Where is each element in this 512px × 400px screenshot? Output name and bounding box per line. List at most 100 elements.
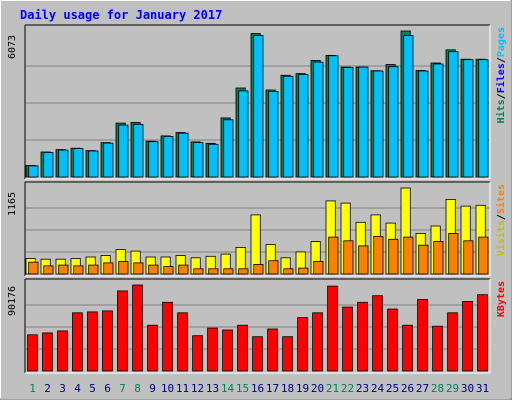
bar-sites-day-12 bbox=[193, 268, 204, 275]
series-label-pages: Pages bbox=[496, 27, 507, 57]
bar-files-day-12 bbox=[193, 142, 204, 178]
bar-sites-day-21 bbox=[328, 236, 339, 275]
bar-kbytes-day-18 bbox=[282, 336, 293, 372]
bar-files-day-23 bbox=[358, 66, 369, 178]
bar-kbytes-day-26 bbox=[402, 324, 413, 372]
bar-kbytes-day-21 bbox=[327, 285, 338, 372]
x-tick-label-1: 1 bbox=[29, 382, 36, 395]
bar-sites-day-31 bbox=[478, 236, 489, 275]
series-label-visits: Visits bbox=[495, 220, 507, 256]
x-tick-label-11: 11 bbox=[176, 382, 189, 395]
bar-sites-day-1 bbox=[28, 261, 39, 275]
x-tick-label-15: 15 bbox=[236, 382, 249, 395]
bar-kbytes-day-15 bbox=[237, 324, 248, 372]
bar-sites-day-16 bbox=[253, 263, 264, 275]
bar-kbytes-day-27 bbox=[417, 299, 428, 372]
bar-sites-day-26 bbox=[403, 236, 414, 275]
x-tick-label-2: 2 bbox=[44, 382, 51, 395]
bar-files-day-18 bbox=[283, 75, 294, 178]
x-tick-label-19: 19 bbox=[296, 382, 309, 395]
x-tick-label-14: 14 bbox=[221, 382, 235, 395]
x-tick-label-22: 22 bbox=[341, 382, 354, 395]
bar-files-day-8 bbox=[133, 124, 144, 178]
bar-sites-day-29 bbox=[448, 232, 459, 275]
bar-kbytes-day-13 bbox=[207, 327, 218, 372]
bar-kbytes-day-29 bbox=[447, 312, 458, 372]
bar-kbytes-day-23 bbox=[357, 301, 368, 372]
bar-files-day-31 bbox=[478, 59, 489, 178]
bar-files-day-5 bbox=[88, 150, 99, 178]
bar-sites-day-8 bbox=[133, 262, 144, 275]
bar-sites-day-6 bbox=[103, 262, 114, 275]
bar-sites-day-27 bbox=[418, 244, 429, 275]
bar-files-day-19 bbox=[298, 74, 309, 178]
bar-kbytes-day-24 bbox=[372, 295, 383, 372]
x-tick-label-23: 23 bbox=[356, 382, 369, 395]
x-tick-label-24: 24 bbox=[371, 382, 385, 395]
series-label-separator: / bbox=[496, 57, 507, 63]
bar-sites-day-7 bbox=[118, 261, 129, 275]
x-tick-label-3: 3 bbox=[59, 382, 66, 395]
bar-sites-day-10 bbox=[163, 266, 174, 275]
series-axis-label: KBytes bbox=[496, 281, 507, 317]
bar-kbytes-day-8 bbox=[132, 284, 143, 372]
bar-sites-day-15 bbox=[238, 268, 249, 275]
bar-files-day-22 bbox=[343, 67, 354, 178]
x-tick-label-16: 16 bbox=[251, 382, 264, 395]
x-tick-label-12: 12 bbox=[191, 382, 204, 395]
bar-files-day-27 bbox=[418, 70, 429, 178]
y-max-label: 90176 bbox=[7, 286, 18, 316]
bar-files-day-15 bbox=[238, 90, 249, 178]
bar-files-day-30 bbox=[463, 59, 474, 178]
bar-kbytes-day-28 bbox=[432, 325, 443, 372]
x-tick-label-18: 18 bbox=[281, 382, 294, 395]
bar-sites-day-5 bbox=[88, 264, 99, 275]
bar-kbytes-day-20 bbox=[312, 312, 323, 372]
bar-sites-day-20 bbox=[313, 261, 324, 275]
bar-sites-day-28 bbox=[433, 241, 444, 275]
bar-kbytes-day-19 bbox=[297, 317, 308, 372]
bar-files-day-28 bbox=[433, 63, 444, 178]
bar-sites-day-14 bbox=[223, 268, 234, 275]
x-tick-label-20: 20 bbox=[311, 382, 324, 395]
x-tick-label-8: 8 bbox=[134, 382, 141, 395]
series-label-kbytes: KBytes bbox=[496, 281, 507, 317]
panel-middle: 1165 Visits/Sites bbox=[7, 181, 507, 277]
bar-kbytes-day-25 bbox=[387, 308, 398, 372]
bar-kbytes-day-9 bbox=[147, 324, 158, 372]
bar-kbytes-day-14 bbox=[222, 329, 233, 372]
bar-sites-day-30 bbox=[463, 240, 474, 275]
bar-files-day-7 bbox=[118, 124, 129, 178]
bar-sites-day-3 bbox=[58, 264, 69, 275]
x-tick-label-28: 28 bbox=[431, 382, 444, 395]
bar-files-day-2 bbox=[43, 152, 54, 178]
bar-kbytes-day-3 bbox=[57, 330, 68, 372]
bar-files-day-3 bbox=[58, 149, 69, 178]
bar-files-day-10 bbox=[163, 135, 174, 178]
bar-sites-day-13 bbox=[208, 268, 219, 275]
x-tick-label-4: 4 bbox=[74, 382, 81, 395]
bar-files-day-6 bbox=[103, 142, 114, 178]
bar-files-day-4 bbox=[73, 148, 84, 178]
bar-sites-day-22 bbox=[343, 240, 354, 275]
bar-files-day-14 bbox=[223, 119, 234, 178]
bar-files-day-13 bbox=[208, 143, 219, 178]
bar-files-day-24 bbox=[373, 70, 384, 178]
series-label-separator: / bbox=[496, 93, 507, 99]
bar-sites-day-18 bbox=[283, 268, 294, 275]
chart-title: Daily usage for January 2017 bbox=[20, 8, 222, 22]
bar-kbytes-day-31 bbox=[477, 294, 488, 372]
bar-kbytes-day-10 bbox=[162, 301, 173, 372]
bar-sites-day-25 bbox=[388, 238, 399, 275]
bar-kbytes-day-16 bbox=[252, 336, 263, 372]
bar-files-day-11 bbox=[178, 132, 189, 178]
x-tick-label-27: 27 bbox=[416, 382, 429, 395]
bar-files-day-9 bbox=[148, 141, 159, 178]
bar-kbytes-day-6 bbox=[102, 310, 113, 372]
bar-sites-day-17 bbox=[268, 260, 279, 275]
y-max-label: 6073 bbox=[7, 35, 18, 59]
bar-files-day-25 bbox=[388, 66, 399, 178]
series-axis-label: Visits/Sites bbox=[495, 184, 507, 256]
bar-files-day-26 bbox=[403, 35, 414, 178]
